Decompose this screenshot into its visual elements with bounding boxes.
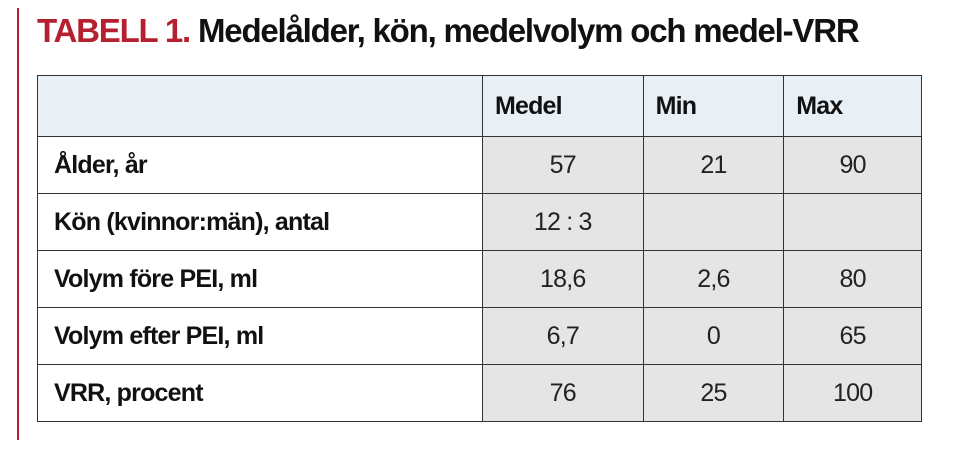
table-row: Ålder, år 57 21 90 — [37, 136, 922, 194]
value-cell: 57 — [481, 136, 644, 194]
column-header: Max — [783, 75, 922, 137]
value-cell: 12 : 3 — [481, 193, 644, 251]
accent-rule — [17, 8, 19, 440]
row-label: Ålder, år — [37, 136, 483, 194]
value-cell: 90 — [783, 136, 922, 194]
row-label: VRR, procent — [37, 364, 483, 422]
value-cell: 18,6 — [481, 250, 644, 308]
table-row: Volym efter PEI, ml 6,7 0 65 — [37, 307, 922, 365]
table-row: Kön (kvinnor:män), antal 12 : 3 — [37, 193, 922, 251]
column-header: Medel — [481, 75, 644, 137]
value-cell: 80 — [783, 250, 922, 308]
value-cell: 0 — [642, 307, 785, 365]
table-label: TABELL 1. — [37, 12, 191, 49]
value-cell — [783, 193, 922, 251]
value-cell: 100 — [783, 364, 922, 422]
table-row: Volym före PEI, ml 18,6 2,6 80 — [37, 250, 922, 308]
table-title: TABELL 1. Medelålder, kön, medelvolym och… — [37, 12, 860, 50]
corner-cell — [37, 75, 483, 137]
header-row: Medel Min Max — [37, 75, 922, 137]
data-table: Medel Min Max Ålder, år 57 21 90 Kön (kvinnor:… — [37, 75, 922, 422]
row-label: Kön (kvinnor:män), antal — [37, 193, 483, 251]
value-cell: 6,7 — [481, 307, 644, 365]
title-text: Medelålder, kön, medelvolym och medel-VR… — [198, 12, 860, 49]
column-header: Min — [642, 75, 785, 137]
value-cell: 65 — [783, 307, 922, 365]
value-cell: 76 — [481, 364, 644, 422]
value-cell: 21 — [642, 136, 785, 194]
table-row: VRR, procent 76 25 100 — [37, 364, 922, 422]
value-cell: 25 — [642, 364, 785, 422]
row-label: Volym före PEI, ml — [37, 250, 483, 308]
value-cell: 2,6 — [642, 250, 785, 308]
row-label: Volym efter PEI, ml — [37, 307, 483, 365]
value-cell — [642, 193, 785, 251]
